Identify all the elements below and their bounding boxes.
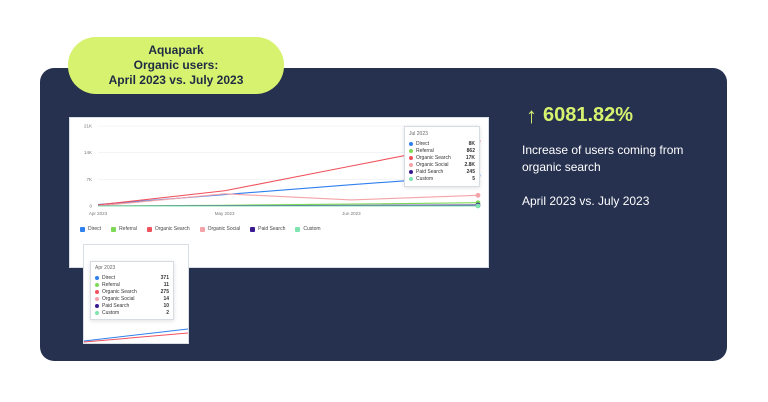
legend-label: Paid Search: [258, 226, 286, 232]
legend-dot-icon: [409, 141, 413, 146]
jul-tooltip-value: 862: [466, 147, 475, 154]
apr-tooltip-value: 2: [166, 309, 169, 316]
jul-tooltip-row-referral: Referral 862: [409, 147, 475, 154]
jul-tooltip-label: Custom: [416, 175, 434, 182]
jul-tooltip-row-direct: Direct 8K: [409, 140, 475, 147]
legend-dot-icon: [95, 310, 99, 315]
apr-tooltip-value: 11: [163, 281, 169, 288]
inset-chart-screenshot: Apr 2023 Direct 371 Referral 11 Organic Sear…: [83, 244, 189, 344]
legend-item-organic-search[interactable]: Organic Search: [146, 226, 190, 232]
legend-dot-icon: [409, 162, 413, 167]
data-point-custom[interactable]: [475, 203, 481, 209]
jul-tooltip-row-paid-search: Paid Search 245: [409, 168, 475, 175]
jul-tooltip-value: 17K: [465, 154, 475, 161]
pill-line-1: Aquapark: [148, 43, 204, 57]
jul-tooltip-title: Jul 2023: [409, 131, 428, 137]
jul-tooltip-row-organic-social: Organic Social 2.8K: [409, 161, 475, 168]
jul-tooltip: Jul 2023 Direct 8K Referral 862 Organic Sear…: [404, 126, 480, 187]
legend-dot-icon: [95, 303, 99, 308]
legend-dot-icon: [409, 176, 413, 181]
legend-label: Organic Social: [207, 226, 241, 232]
legend-item-paid-search[interactable]: Paid Search: [250, 226, 285, 232]
apr-tooltip-value: 275: [160, 288, 169, 295]
legend-dot-icon: [409, 169, 413, 174]
apr-tooltip-label: Organic Search: [102, 288, 137, 295]
x-tick-label: Apr 2023: [89, 211, 108, 216]
legend-dot-icon: [95, 275, 99, 280]
apr-tooltip-label: Direct: [102, 274, 116, 281]
apr-tooltip-row-paid-search: Paid Search 10: [95, 302, 169, 309]
y-tick-label: 7K: [86, 177, 92, 182]
inset-line-direct: [84, 328, 188, 342]
checkbox-icon[interactable]: [80, 226, 85, 232]
inset-line-organic-search: [84, 332, 188, 343]
legend-label: Referral: [119, 226, 137, 232]
apr-tooltip-label: Paid Search: [102, 302, 130, 309]
apr-tooltip: Apr 2023 Direct 371 Referral 11 Organic Sear…: [90, 261, 174, 320]
jul-tooltip-row-organic-search: Organic Search 17K: [409, 154, 475, 161]
apr-tooltip-value: 14: [163, 295, 169, 302]
jul-tooltip-value: 5: [472, 175, 475, 182]
legend-dot-icon: [95, 282, 99, 287]
title-pill: Aquapark Organic users: April 2023 vs. J…: [68, 37, 284, 94]
checkbox-icon[interactable]: [146, 226, 152, 232]
jul-tooltip-label: Direct: [416, 140, 430, 147]
x-tick-label: Jun 2023: [342, 211, 361, 216]
metric-description: Increase of users coming from organic se…: [522, 143, 684, 174]
checkbox-icon[interactable]: [111, 226, 117, 232]
metric-headline: ↑ 6081.82%: [526, 104, 633, 127]
pill-line-3: April 2023 vs. July 2023: [108, 73, 244, 87]
metric-period: April 2023 vs. July 2023: [522, 194, 650, 208]
apr-tooltip-label: Referral: [102, 281, 120, 288]
apr-tooltip-title: Apr 2023: [95, 265, 116, 271]
checkbox-icon[interactable]: [295, 226, 301, 232]
chart-legend: Direct Referral Organic Search Organic Soci…: [80, 226, 321, 232]
legend-item-organic-social[interactable]: Organic Social: [199, 226, 241, 232]
series-line-organic-social: [97, 193, 479, 207]
apr-tooltip-value: 10: [163, 302, 169, 309]
legend-dot-icon: [95, 289, 99, 294]
jul-tooltip-label: Referral: [416, 147, 434, 154]
apr-tooltip-label: Custom: [102, 309, 120, 316]
y-tick-label: 0: [89, 204, 92, 209]
jul-tooltip-label: Paid Search: [416, 168, 444, 175]
inset-chart: [84, 328, 188, 343]
jul-tooltip-label: Organic Search: [416, 154, 451, 161]
x-tick-label: May 2023: [215, 211, 235, 216]
legend-label: Organic Search: [154, 226, 190, 232]
apr-tooltip-value: 371: [160, 274, 169, 281]
apr-tooltip-row-direct: Direct 371: [95, 274, 169, 281]
y-tick-label: 21K: [84, 124, 92, 129]
legend-item-referral[interactable]: Referral: [111, 226, 137, 232]
legend-label: Direct: [88, 226, 102, 232]
pill-line-2: Organic users:: [133, 58, 219, 72]
legend-item-direct[interactable]: Direct: [80, 226, 101, 232]
apr-tooltip-row-organic-search: Organic Search 275: [95, 288, 169, 295]
checkbox-icon[interactable]: [199, 226, 205, 232]
metric-value: 6081.82%: [543, 104, 634, 126]
legend-dot-icon: [409, 148, 413, 153]
legend-label: Custom: [303, 226, 321, 232]
legend-dot-icon: [95, 296, 99, 301]
jul-tooltip-label: Organic Social: [416, 161, 449, 168]
apr-tooltip-row-referral: Referral 11: [95, 281, 169, 288]
main-chart-screenshot: 21K 14K 7K 0 Apr 2023 May 2023 Jun 2023 Jul 20…: [69, 117, 489, 268]
y-tick-label: 14K: [84, 150, 92, 155]
jul-tooltip-value: 245: [466, 168, 475, 175]
jul-tooltip-row-custom: Custom 5: [409, 175, 475, 182]
data-point-organic-social[interactable]: [475, 192, 481, 198]
legend-item-custom[interactable]: Custom: [295, 226, 321, 232]
apr-tooltip-row-custom: Custom 2: [95, 309, 169, 316]
checkbox-icon[interactable]: [250, 226, 256, 232]
jul-tooltip-value: 2.8K: [464, 161, 475, 168]
apr-tooltip-row-organic-social: Organic Social 14: [95, 295, 169, 302]
jul-tooltip-value: 8K: [468, 140, 475, 147]
arrow-up-icon: ↑: [526, 102, 537, 128]
apr-tooltip-label: Organic Social: [102, 295, 135, 302]
legend-dot-icon: [409, 155, 413, 160]
